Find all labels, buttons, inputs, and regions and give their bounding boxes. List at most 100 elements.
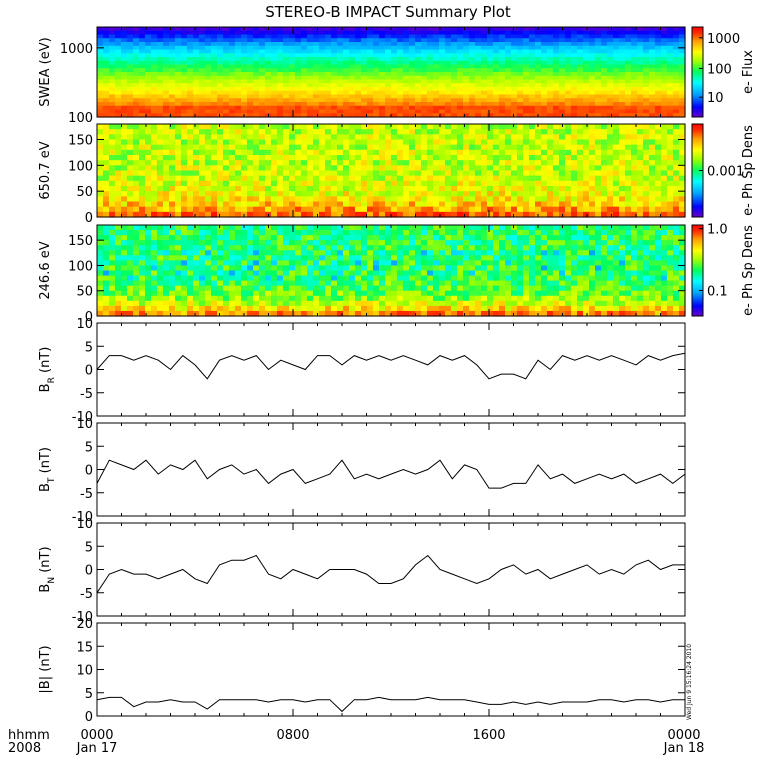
heatmap-cell xyxy=(115,144,122,151)
heatmap-cell xyxy=(109,211,116,218)
heatmap-cell xyxy=(283,211,290,218)
heatmap-cell xyxy=(679,60,686,66)
heatmap-cell xyxy=(139,149,146,156)
heatmap-cell xyxy=(433,38,440,43)
heatmap-cell xyxy=(223,72,230,77)
heatmap-cell xyxy=(307,49,314,54)
heatmap-cell xyxy=(259,68,266,73)
heatmap-cell xyxy=(445,42,452,47)
heatmap-cell xyxy=(241,129,248,135)
heatmap-cell xyxy=(577,144,584,151)
heatmap-cell xyxy=(235,34,242,39)
heatmap-cell xyxy=(361,38,368,43)
heatmap-cell xyxy=(601,255,608,261)
heatmap-cell xyxy=(217,98,224,103)
heatmap-cell xyxy=(553,124,560,130)
heatmap-cell xyxy=(205,196,212,203)
heatmap-cell xyxy=(577,134,584,141)
heatmap-cell xyxy=(325,57,332,62)
heatmap-cell xyxy=(523,94,530,99)
heatmap-cell xyxy=(445,206,452,213)
heatmap-cell xyxy=(433,245,440,251)
heatmap-cell xyxy=(553,129,560,135)
heatmap-cell xyxy=(355,196,362,203)
heatmap-cell xyxy=(229,60,236,66)
heatmap-cell xyxy=(571,53,578,58)
heatmap-cell xyxy=(583,144,590,151)
heatmap-cell xyxy=(193,38,200,43)
heatmap-cell xyxy=(193,240,200,246)
heatmap-cell xyxy=(373,191,380,197)
heatmap-cell xyxy=(487,235,494,241)
heatmap-cell xyxy=(295,129,302,135)
heatmap-cell xyxy=(385,134,392,141)
heatmap-cell xyxy=(631,64,638,69)
heatmap-cell xyxy=(493,68,500,73)
heatmap-cell xyxy=(163,75,170,81)
heatmap-cell xyxy=(511,42,518,47)
heatmap-cell xyxy=(661,124,668,130)
heatmap-cell xyxy=(127,27,134,32)
heatmap-cell xyxy=(541,191,548,197)
heatmap-cell xyxy=(667,109,674,114)
heatmap-cell xyxy=(505,250,512,256)
heatmap-cell xyxy=(325,191,332,197)
heatmap-cell xyxy=(289,206,296,213)
heatmap-cell xyxy=(415,211,422,218)
heatmap-cell xyxy=(325,211,332,218)
heatmap-cell xyxy=(349,175,356,182)
heatmap-cell xyxy=(433,260,440,267)
heatmap-cell xyxy=(475,155,482,161)
heatmap-cell xyxy=(583,105,590,111)
heatmap-cell xyxy=(481,64,488,69)
heatmap-cell xyxy=(301,79,308,84)
heatmap-cell xyxy=(601,191,608,197)
heatmap-cell xyxy=(121,250,128,256)
heatmap-cell xyxy=(193,27,200,32)
heatmap-cell xyxy=(181,170,188,177)
heatmap-cell xyxy=(295,170,302,177)
heatmap-cell xyxy=(253,149,260,156)
heatmap-cell xyxy=(295,90,302,96)
heatmap-cell xyxy=(667,45,674,51)
heatmap-cell xyxy=(241,235,248,241)
heatmap-cell xyxy=(601,27,608,32)
heatmap-cell xyxy=(487,38,494,43)
heatmap-cell xyxy=(301,34,308,39)
heatmap-cell xyxy=(529,34,536,39)
heatmap-cell xyxy=(589,75,596,81)
heatmap-cell xyxy=(445,83,452,88)
heatmap-cell xyxy=(565,64,572,69)
heatmap-cell xyxy=(211,129,218,135)
heatmap-cell xyxy=(559,90,566,96)
heatmap-cell xyxy=(349,64,356,69)
heatmap-cell xyxy=(139,94,146,99)
heatmap-cell xyxy=(463,72,470,77)
heatmap-cell xyxy=(247,144,254,151)
heatmap-cell xyxy=(301,230,308,236)
heatmap-cell xyxy=(673,27,680,32)
heatmap-cell xyxy=(661,186,668,192)
heatmap-cell xyxy=(601,42,608,47)
heatmap-cell xyxy=(445,64,452,69)
heatmap-cell xyxy=(535,144,542,151)
heatmap-cell xyxy=(655,109,662,114)
heatmap-cell xyxy=(571,124,578,130)
heatmap-cell xyxy=(571,90,578,96)
heatmap-cell xyxy=(313,45,320,51)
heatmap-cell xyxy=(175,57,182,62)
heatmap-cell xyxy=(517,180,524,187)
heatmap-cell xyxy=(631,102,638,107)
heatmap-cell xyxy=(175,144,182,151)
heatmap-cell xyxy=(673,160,680,166)
heatmap-cell xyxy=(169,57,176,62)
heatmap-cell xyxy=(631,211,638,218)
heatmap-cell xyxy=(655,191,662,197)
heatmap-cell xyxy=(289,45,296,51)
heatmap-cell xyxy=(145,240,152,246)
heatmap-cell xyxy=(475,180,482,187)
heatmap-cell xyxy=(613,201,620,208)
heatmap-cell xyxy=(169,260,176,267)
heatmap-cell xyxy=(133,255,140,261)
heatmap-cell xyxy=(205,225,212,231)
